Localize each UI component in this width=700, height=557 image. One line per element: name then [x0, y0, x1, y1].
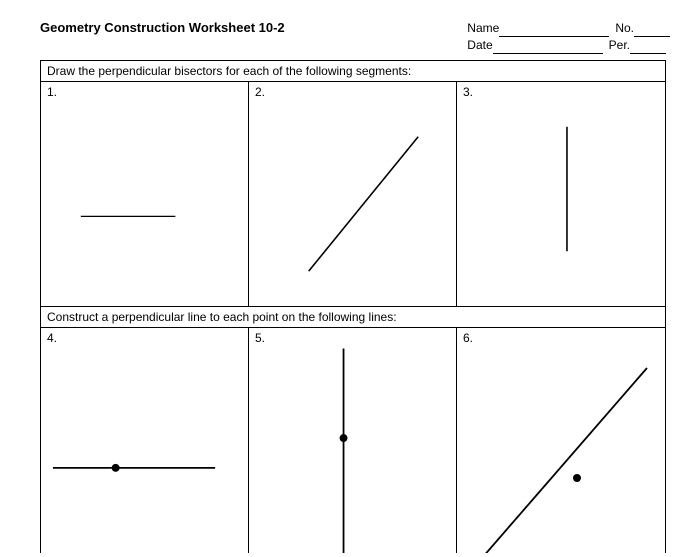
date-blank[interactable] [493, 42, 603, 54]
segment-point [112, 463, 120, 471]
name-blank[interactable] [499, 25, 609, 37]
cell-2: 2. [249, 82, 457, 307]
section2-instruction: Construct a perpendicular line to each p… [41, 307, 665, 328]
segment-svg [457, 328, 665, 553]
segment-svg [41, 82, 248, 306]
no-blank[interactable] [634, 25, 670, 37]
segment-svg [249, 328, 456, 553]
segment-svg [249, 82, 456, 306]
name-label: Name [467, 20, 499, 37]
cell-3: 3. [457, 82, 665, 307]
segment-point [340, 434, 348, 442]
section2-grid: 4. 5. 6. [41, 328, 665, 553]
worksheet-page: Geometry Construction Worksheet 10-2 Nam… [0, 0, 700, 557]
student-fields: Name No. Date Per. [467, 20, 670, 54]
worksheet-body: Draw the perpendicular bisectors for eac… [40, 60, 666, 553]
header: Geometry Construction Worksheet 10-2 Nam… [40, 20, 670, 54]
segment-svg [41, 328, 248, 553]
cell-4: 4. [41, 328, 249, 553]
segment-point [573, 474, 581, 482]
per-blank[interactable] [630, 42, 666, 54]
segment-svg [457, 82, 665, 306]
cell-6: 6. [457, 328, 665, 553]
per-label: Per. [609, 37, 630, 54]
cell-5: 5. [249, 328, 457, 553]
segment-line [309, 136, 418, 270]
section1-grid: 1. 2. 3. [41, 82, 665, 307]
cell-1: 1. [41, 82, 249, 307]
worksheet-title: Geometry Construction Worksheet 10-2 [40, 20, 285, 35]
no-label: No. [615, 20, 634, 37]
section1-instruction: Draw the perpendicular bisectors for eac… [41, 61, 665, 82]
date-label: Date [467, 37, 492, 54]
segment-line [482, 368, 647, 553]
